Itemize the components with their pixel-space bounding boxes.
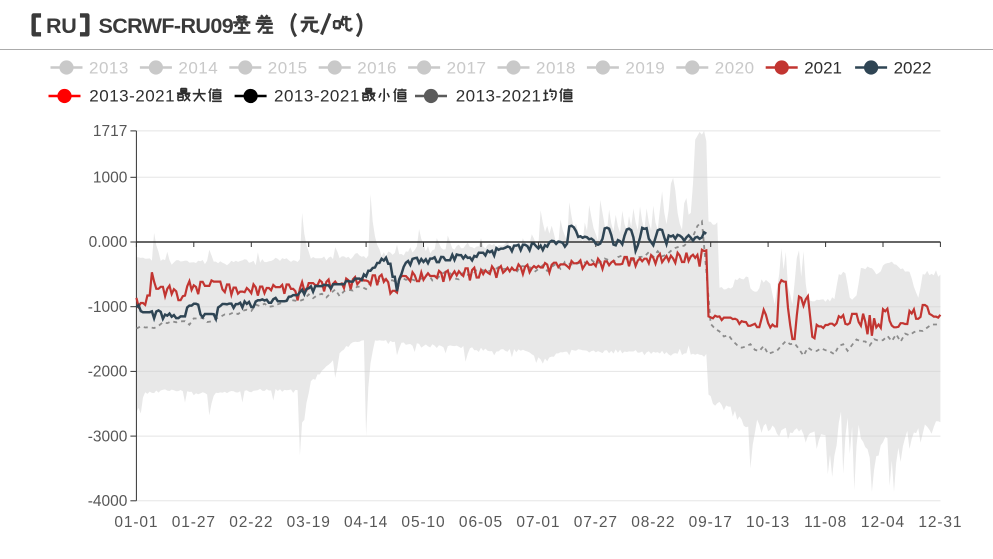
svg-text:2021: 2021 [804,59,842,78]
svg-text:2019: 2019 [625,59,665,78]
svg-text:12-31: 12-31 [918,514,962,531]
svg-text:1000: 1000 [93,170,128,187]
svg-text:2013-2021: 2013-2021 [456,87,542,106]
svg-text:2018: 2018 [536,59,576,78]
svg-text:2022: 2022 [894,59,932,78]
svg-text:12-04: 12-04 [861,514,905,531]
svg-text:SCRWF-RU09: SCRWF-RU09 [99,14,234,38]
svg-text:0.000: 0.000 [89,234,128,251]
svg-text:-3000: -3000 [88,428,128,445]
svg-text:2013-2021: 2013-2021 [89,87,175,106]
svg-text:1717: 1717 [93,123,127,140]
svg-text:-2000: -2000 [88,364,128,381]
svg-text:01-27: 01-27 [172,514,216,531]
svg-text:01-01: 01-01 [114,514,158,531]
svg-text:11-08: 11-08 [804,514,847,531]
svg-text:2014: 2014 [178,59,218,78]
svg-text:-1000: -1000 [88,299,128,316]
svg-text:2013: 2013 [89,59,129,78]
svg-text:2015: 2015 [268,59,308,78]
svg-text:05-10: 05-10 [401,514,445,531]
svg-text:07-27: 07-27 [574,514,618,531]
svg-text:06-05: 06-05 [459,514,503,531]
svg-text:10-13: 10-13 [746,514,790,531]
svg-text:2016: 2016 [357,59,397,78]
svg-text:09-17: 09-17 [689,514,733,531]
svg-text:08-22: 08-22 [631,514,675,531]
svg-text:03-19: 03-19 [287,514,331,531]
svg-text:2013-2021: 2013-2021 [274,87,360,106]
svg-text:2017: 2017 [447,59,487,78]
svg-text:2020: 2020 [715,59,755,78]
svg-text:07-01: 07-01 [516,514,560,531]
svg-text:-4000: -4000 [88,493,128,510]
svg-text:RU: RU [46,14,76,38]
svg-text:02-22: 02-22 [229,514,273,531]
svg-text:04-14: 04-14 [344,514,388,531]
